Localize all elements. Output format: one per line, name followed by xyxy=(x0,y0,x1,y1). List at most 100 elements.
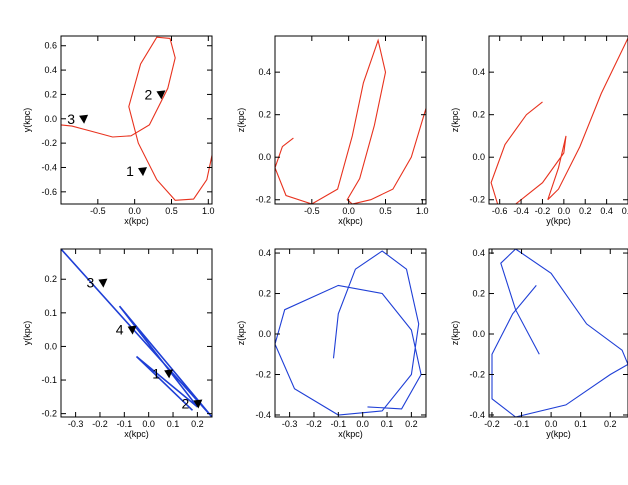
bottom-left-ytick-label: 0.1 xyxy=(44,308,57,318)
bottom-middle-xtick-label: -0.1 xyxy=(331,419,347,429)
top-left-ytick-label: -0.6 xyxy=(41,187,57,197)
top-middle-xtick-label: -0.5 xyxy=(304,206,320,216)
top-right-ytick-label: 0.2 xyxy=(472,110,485,120)
bottom-right-xtick-label: -0.1 xyxy=(514,419,530,429)
top-right-xtick-label: -0.2 xyxy=(535,206,551,216)
bottom-right-ytick-label: -0.2 xyxy=(469,369,485,379)
top-left-xtick-label: 1.0 xyxy=(202,206,215,216)
top-left-arrow-3 xyxy=(79,114,89,124)
bottom-middle-ytick-label: 0.2 xyxy=(258,289,271,299)
bottom-right-xtick-label: 0.0 xyxy=(545,419,558,429)
bottom-middle-ytick-label: 0.4 xyxy=(258,248,271,258)
top-right-ytick-label: 0.4 xyxy=(472,67,485,77)
top-middle-xtick-label: 0.0 xyxy=(342,206,355,216)
top-right-xtick-label: 0.2 xyxy=(579,206,592,216)
bottom-left-xtick-label: 0.2 xyxy=(191,419,204,429)
top-left-arrow-label-3: 3 xyxy=(67,111,75,127)
top-left-panel: -0.5 0.0 0.5 1.0 -0.6 -0.4 -0.2 0.0 0.2 0.4 0.6 x(k… xyxy=(22,35,215,226)
bottom-middle-xtick-label: -0.2 xyxy=(306,419,322,429)
bottom-left-arrow-label-1: 1 xyxy=(152,365,160,381)
top-middle-ytick-label: 0.0 xyxy=(258,152,271,162)
top-left-xtick-label: -0.5 xyxy=(90,206,106,216)
bottom-right-ylabel: z(kpc) xyxy=(450,321,460,346)
top-middle-xlabel: x(kpc) xyxy=(338,216,363,226)
bottom-middle-panel: -0.3 -0.2 -0.1 0.0 0.1 0.2 -0.4 -0.2 0.0 0.2 0.4 x(… xyxy=(236,248,427,439)
top-middle-panel: -0.5 0.0 0.5 1.0 -0.2 0.0 0.2 0.4 x(kpc) z(kpc) xyxy=(236,35,429,226)
top-left-xlabel: x(kpc) xyxy=(124,216,149,226)
top-right-xlabel: y(kpc) xyxy=(546,216,571,226)
bottom-right-xtick-label: -0.2 xyxy=(484,419,500,429)
bottom-right-ytick-label: -0.4 xyxy=(469,410,485,420)
bottom-middle-xtick-label: 0.0 xyxy=(356,419,369,429)
bottom-middle-xtick-label: 0.1 xyxy=(381,419,394,429)
bottom-left-arrow-2 xyxy=(193,399,203,409)
top-middle-frame xyxy=(274,35,427,205)
top-right-panel: -0.6 -0.4 -0.2 0.0 0.2 0.4 0.6 -0.2 0.0 0.2 0.4 y(k… xyxy=(450,35,628,226)
bottom-left-panel: -0.3 -0.2 -0.1 0.0 0.1 0.2 -0.2 -0.1 0.0 0.1 0.2 x(… xyxy=(22,248,213,439)
top-middle-ytick-label: 0.4 xyxy=(258,67,271,77)
top-left-ytick-label: 0.6 xyxy=(44,41,57,51)
bottom-left-ytick-label: -0.2 xyxy=(41,409,57,419)
bottom-middle-ytick-label: -0.4 xyxy=(255,410,271,420)
bottom-left-arrow-4 xyxy=(127,325,137,335)
bottom-left-arrow-label-2: 2 xyxy=(181,396,189,412)
top-right-xtick-label: 0.6 xyxy=(622,206,628,216)
top-middle-ytick-label: 0.2 xyxy=(258,110,271,120)
top-left-ytick-label: 0.2 xyxy=(44,89,57,99)
bottom-left-ytick-label: 0.2 xyxy=(44,274,57,284)
top-right-frame xyxy=(488,35,628,205)
top-left-ytick-label: 0.4 xyxy=(44,65,57,75)
bottom-left-series-line xyxy=(61,249,212,417)
top-right-ylabel: z(kpc) xyxy=(450,108,460,133)
top-right-series-line xyxy=(490,37,628,204)
top-middle-series-line xyxy=(275,38,426,204)
top-middle-ylabel: z(kpc) xyxy=(236,108,246,133)
bottom-left-xlabel: x(kpc) xyxy=(124,429,149,439)
bottom-left-xtick-label: -0.3 xyxy=(68,419,84,429)
bottom-middle-xlabel: x(kpc) xyxy=(338,429,363,439)
top-middle-xtick-label: 1.0 xyxy=(416,206,429,216)
bottom-right-panel: -0.2 -0.1 0.0 0.1 0.2-0.4-0.20.00.20.4y(kpc)… xyxy=(450,248,628,439)
top-left-xtick-label: 0.5 xyxy=(165,206,178,216)
top-left-arrow-1 xyxy=(138,167,148,177)
bottom-left-xtick-label: 0.0 xyxy=(142,419,155,429)
bottom-right-xtick-label: 0.1 xyxy=(574,419,587,429)
bottom-left-arrow-label-4: 4 xyxy=(116,322,124,338)
bottom-middle-ylabel: z(kpc) xyxy=(236,321,246,346)
top-right-xtick-label: 0.0 xyxy=(558,206,571,216)
bottom-left-xtick-label: -0.2 xyxy=(92,419,108,429)
bottom-left-frame xyxy=(60,248,213,418)
top-middle-xtick-label: 0.5 xyxy=(379,206,392,216)
bottom-left-ytick-label: -0.1 xyxy=(41,375,57,385)
bottom-middle-ytick-label: 0.0 xyxy=(258,329,271,339)
top-left-arrow-label-2: 2 xyxy=(145,86,153,102)
bottom-middle-series-line xyxy=(275,250,422,416)
bottom-right-xtick-label: 0.2 xyxy=(604,419,617,429)
top-right-xtick-label: -0.6 xyxy=(492,206,508,216)
top-left-frame xyxy=(60,35,213,205)
bottom-right-ytick-label: 0.4 xyxy=(472,248,485,258)
top-left-arrow-2 xyxy=(156,90,166,100)
top-left-ytick-label: -0.2 xyxy=(41,138,57,148)
bottom-left-arrow-label-3: 3 xyxy=(87,275,95,291)
bottom-left-xtick-label: -0.1 xyxy=(117,419,133,429)
top-right-xtick-label: -0.4 xyxy=(513,206,529,216)
bottom-middle-xtick-label: 0.2 xyxy=(405,419,418,429)
bottom-right-ytick-label: 0.2 xyxy=(472,289,485,299)
bottom-right-series-line xyxy=(491,249,628,417)
bottom-right-frame xyxy=(488,248,628,418)
bottom-left-arrow-3 xyxy=(98,278,108,288)
bottom-left-ytick-label: 0.0 xyxy=(44,341,57,351)
bottom-middle-ytick-label: -0.2 xyxy=(255,369,271,379)
top-middle-ytick-label: -0.2 xyxy=(255,195,271,205)
bottom-right-ytick-label: 0.0 xyxy=(472,329,485,339)
top-right-ytick-label: -0.2 xyxy=(469,195,485,205)
bottom-left-arrow-1 xyxy=(164,369,174,379)
bottom-left-xtick-label: 0.1 xyxy=(167,419,180,429)
bottom-middle-xtick-label: -0.3 xyxy=(282,419,298,429)
top-right-ytick-label: 0.0 xyxy=(472,152,485,162)
top-left-ytick-label: -0.4 xyxy=(41,162,57,172)
bottom-left-ylabel: y(kpc) xyxy=(22,321,32,346)
top-left-ytick-label: 0.0 xyxy=(44,114,57,124)
